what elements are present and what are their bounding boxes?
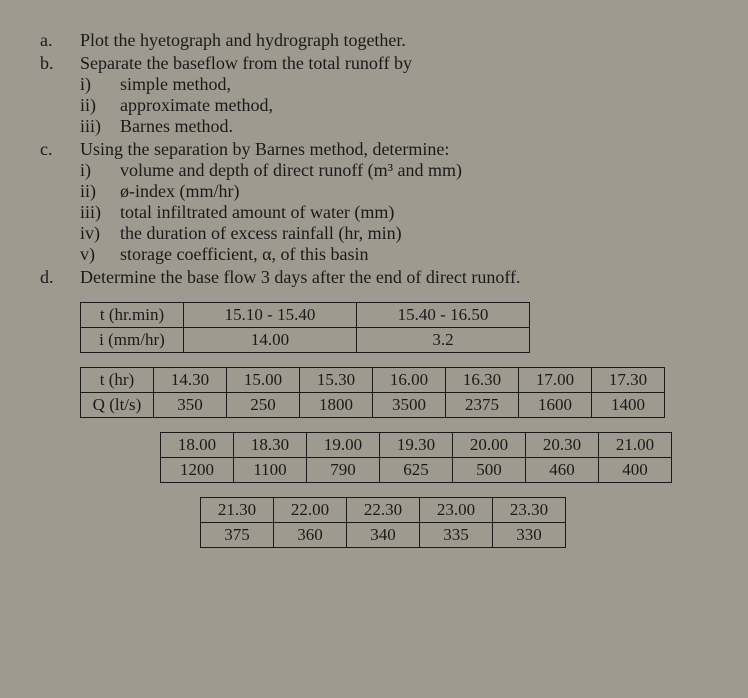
cell: 2375 (446, 393, 519, 418)
cell: 1200 (161, 458, 234, 483)
cell: 14.30 (154, 368, 227, 393)
cell: 3500 (373, 393, 446, 418)
marker-b: b. (40, 53, 80, 137)
cell: 790 (307, 458, 380, 483)
marker-a: a. (40, 30, 80, 51)
item-b: b. Separate the baseflow from the total … (40, 53, 708, 137)
text-b-ii: approximate method, (120, 95, 708, 116)
cell: 19.30 (380, 433, 453, 458)
cell: 335 (420, 523, 493, 548)
marker-c-v: v) (80, 244, 120, 265)
item-a: a. Plot the hyetograph and hydrograph to… (40, 30, 708, 51)
cell: 16.00 (373, 368, 446, 393)
text-b-iii: Barnes method. (120, 116, 708, 137)
item-c-iii: iii) total infiltrated amount of water (… (80, 202, 708, 223)
text-c: Using the separation by Barnes method, d… (80, 139, 708, 160)
text-c-ii: ø-index (mm/hr) (120, 181, 708, 202)
cell: 21.30 (201, 498, 274, 523)
cell: 1800 (300, 393, 373, 418)
item-c: c. Using the separation by Barnes method… (40, 139, 708, 265)
cell: 360 (274, 523, 347, 548)
cell: 460 (526, 458, 599, 483)
item-b-ii: ii) approximate method, (80, 95, 708, 116)
table-row: i (mm/hr) 14.00 3.2 (81, 328, 530, 353)
cell: 340 (347, 523, 420, 548)
table-row: Q (lt/s) 350 250 1800 3500 2375 1600 140… (81, 393, 665, 418)
cell: 15.10 - 15.40 (184, 303, 357, 328)
cell: 18.30 (234, 433, 307, 458)
text-b-i: simple method, (120, 74, 708, 95)
item-c-iv: iv) the duration of excess rainfall (hr,… (80, 223, 708, 244)
cell: 15.30 (300, 368, 373, 393)
item-d: d. Determine the base flow 3 days after … (40, 267, 708, 288)
marker-b-iii: iii) (80, 116, 120, 137)
text-d: Determine the base flow 3 days after the… (80, 267, 708, 288)
cell-header: t (hr.min) (81, 303, 184, 328)
table-row: 18.00 18.30 19.00 19.30 20.00 20.30 21.0… (161, 433, 672, 458)
item-c-i: i) volume and depth of direct runoff (m³… (80, 160, 708, 181)
question-list: a. Plot the hyetograph and hydrograph to… (40, 30, 708, 288)
cell: 23.30 (493, 498, 566, 523)
table-row: 1200 1100 790 625 500 460 400 (161, 458, 672, 483)
cell: 625 (380, 458, 453, 483)
table-flow-3: 21.30 22.00 22.30 23.00 23.30 375 360 34… (200, 497, 566, 548)
cell-header: Q (lt/s) (81, 393, 154, 418)
cell: 1400 (592, 393, 665, 418)
cell: 16.30 (446, 368, 519, 393)
table-flow-2: 18.00 18.30 19.00 19.30 20.00 20.30 21.0… (160, 432, 672, 483)
text-c-iv: the duration of excess rainfall (hr, min… (120, 223, 708, 244)
cell: 250 (227, 393, 300, 418)
marker-c-ii: ii) (80, 181, 120, 202)
cell: 21.00 (599, 433, 672, 458)
table-row: t (hr.min) 15.10 - 15.40 15.40 - 16.50 (81, 303, 530, 328)
item-b-i: i) simple method, (80, 74, 708, 95)
text-b: Separate the baseflow from the total run… (80, 53, 708, 74)
cell: 22.30 (347, 498, 420, 523)
cell-header: i (mm/hr) (81, 328, 184, 353)
table-row: 21.30 22.00 22.30 23.00 23.30 (201, 498, 566, 523)
cell: 1100 (234, 458, 307, 483)
cell: 1600 (519, 393, 592, 418)
cell: 20.30 (526, 433, 599, 458)
cell-header: t (hr) (81, 368, 154, 393)
marker-c-i: i) (80, 160, 120, 181)
text-c-iii: total infiltrated amount of water (mm) (120, 202, 708, 223)
cell: 17.30 (592, 368, 665, 393)
item-c-ii: ii) ø-index (mm/hr) (80, 181, 708, 202)
table-rainfall: t (hr.min) 15.10 - 15.40 15.40 - 16.50 i… (80, 302, 530, 353)
cell: 19.00 (307, 433, 380, 458)
cell: 17.00 (519, 368, 592, 393)
cell: 18.00 (161, 433, 234, 458)
cell: 400 (599, 458, 672, 483)
cell: 23.00 (420, 498, 493, 523)
cell: 15.00 (227, 368, 300, 393)
text-a: Plot the hyetograph and hydrograph toget… (80, 30, 708, 51)
marker-c: c. (40, 139, 80, 265)
table-flow-1: t (hr) 14.30 15.00 15.30 16.00 16.30 17.… (80, 367, 665, 418)
item-c-v: v) storage coefficient, α, of this basin (80, 244, 708, 265)
marker-c-iii: iii) (80, 202, 120, 223)
cell: 375 (201, 523, 274, 548)
cell: 3.2 (357, 328, 530, 353)
table-row: 375 360 340 335 330 (201, 523, 566, 548)
item-b-iii: iii) Barnes method. (80, 116, 708, 137)
text-c-i: volume and depth of direct runoff (m³ an… (120, 160, 708, 181)
cell: 22.00 (274, 498, 347, 523)
cell: 15.40 - 16.50 (357, 303, 530, 328)
cell: 350 (154, 393, 227, 418)
marker-c-iv: iv) (80, 223, 120, 244)
cell: 14.00 (184, 328, 357, 353)
cell: 330 (493, 523, 566, 548)
marker-b-i: i) (80, 74, 120, 95)
text-c-v: storage coefficient, α, of this basin (120, 244, 708, 265)
marker-b-ii: ii) (80, 95, 120, 116)
cell: 500 (453, 458, 526, 483)
table-row: t (hr) 14.30 15.00 15.30 16.00 16.30 17.… (81, 368, 665, 393)
cell: 20.00 (453, 433, 526, 458)
marker-d: d. (40, 267, 80, 288)
